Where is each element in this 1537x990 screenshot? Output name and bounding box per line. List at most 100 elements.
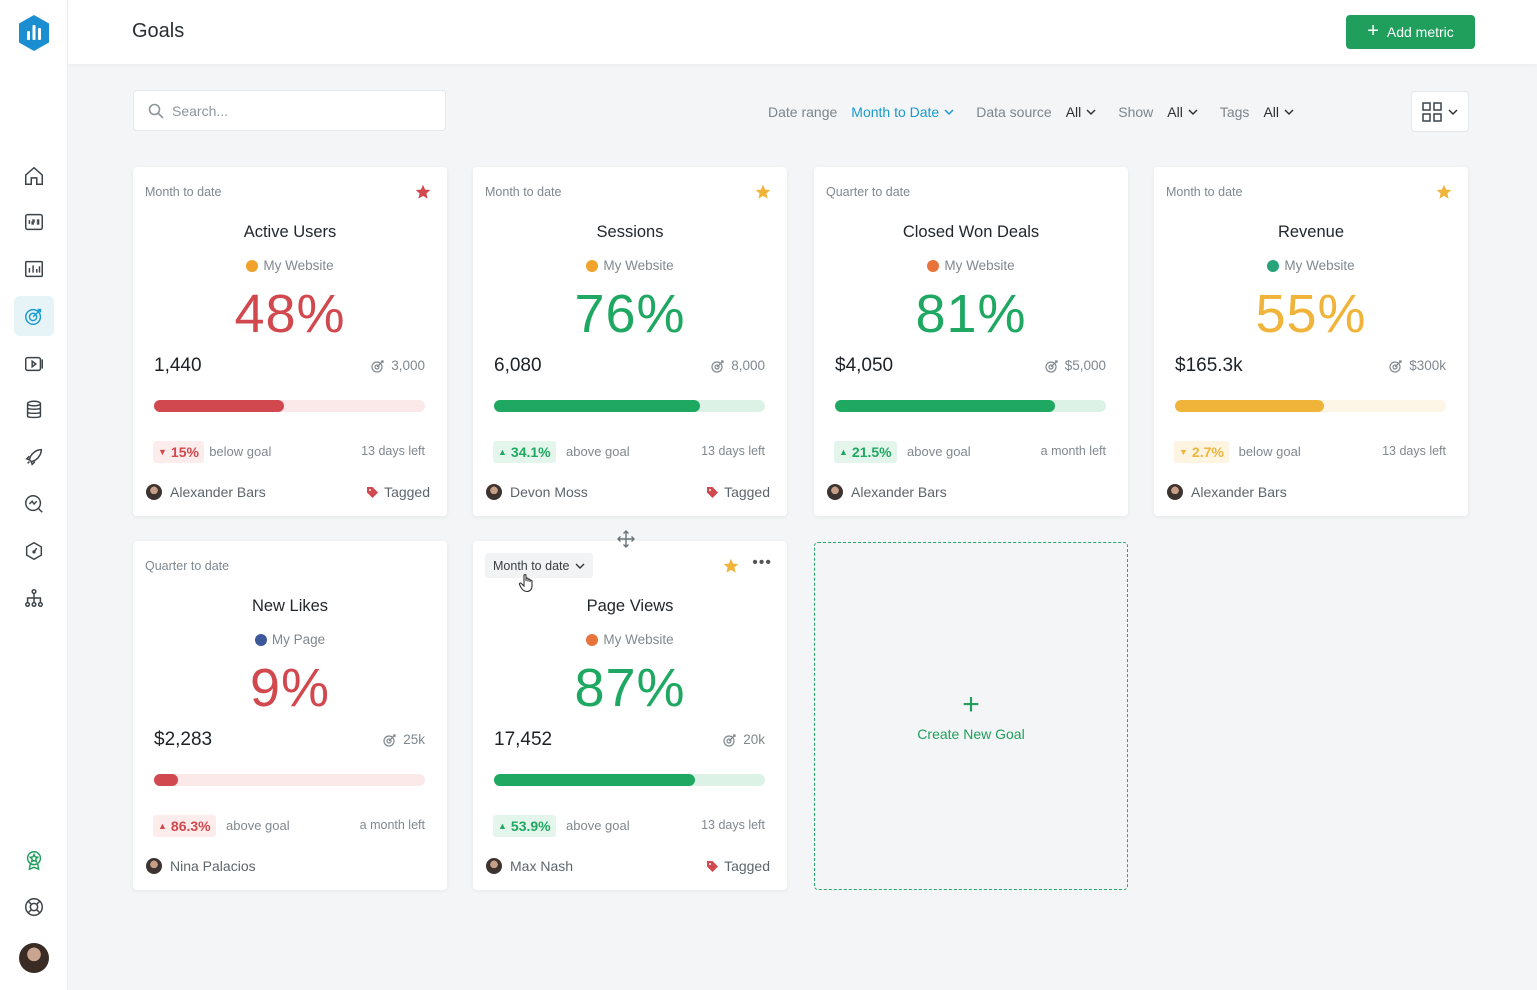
dashboard-icon[interactable] xyxy=(19,254,49,284)
delta-label: above goal xyxy=(907,444,971,459)
card-title: Page Views xyxy=(586,597,674,615)
card-percent: 55% xyxy=(1255,284,1367,344)
chevron-down-icon xyxy=(1284,109,1294,116)
more-options-icon[interactable]: ••• xyxy=(752,554,772,571)
source-icon xyxy=(927,259,940,272)
card-owner[interactable]: Max Nash xyxy=(486,858,573,874)
org-chart-icon[interactable] xyxy=(19,583,49,613)
date-range-value: Month to Date xyxy=(851,104,940,120)
card-target-value: 3,000 xyxy=(391,358,425,373)
goal-card[interactable]: Month to date Sessions My Website 76% 6,080 8… xyxy=(473,167,787,516)
card-owner[interactable]: Alexander Bars xyxy=(827,484,947,500)
card-range: Quarter to date xyxy=(145,559,230,573)
card-source-label: My Website xyxy=(603,258,674,273)
card-source-label: My Website xyxy=(1284,258,1355,273)
goal-card[interactable]: Month to date ••• Page Views My Website 87% 1… xyxy=(473,541,787,890)
search-input[interactable] xyxy=(172,102,432,119)
card-source-label: My Page xyxy=(271,632,326,647)
card-target: 8,000 xyxy=(711,358,765,373)
search-chart-icon[interactable] xyxy=(19,489,49,519)
show-dropdown[interactable]: All xyxy=(1167,104,1198,120)
plus-icon: + xyxy=(1367,20,1379,42)
star-icon[interactable] xyxy=(415,184,431,200)
view-toggle-button[interactable] xyxy=(1411,91,1469,132)
owner-name: Nina Palacios xyxy=(170,858,256,874)
progress-track xyxy=(494,774,765,786)
move-icon[interactable] xyxy=(617,530,635,548)
target-icon xyxy=(371,359,384,373)
gauge-icon[interactable] xyxy=(19,536,49,566)
numbers-icon[interactable] xyxy=(19,207,49,237)
grid-view-icon xyxy=(1422,101,1442,122)
progress-fill xyxy=(494,400,700,412)
delta-label: below goal xyxy=(209,444,272,459)
star-icon[interactable] xyxy=(1436,184,1452,200)
goal-card[interactable]: Month to date Revenue My Website 55% $165.3k… xyxy=(1154,167,1468,516)
home-icon[interactable] xyxy=(19,161,49,191)
card-target-value: 8,000 xyxy=(731,358,765,373)
app-logo-icon[interactable] xyxy=(17,14,51,52)
video-icon[interactable] xyxy=(19,349,49,379)
owner-name: Alexander Bars xyxy=(170,484,266,500)
card-current-value: $4,050 xyxy=(835,355,894,376)
help-icon[interactable] xyxy=(19,892,49,922)
date-range-dropdown[interactable]: Month to Date xyxy=(851,104,954,120)
tagged-label[interactable]: Tagged xyxy=(706,484,770,500)
card-current-value: 1,440 xyxy=(154,355,202,376)
goals-icon[interactable] xyxy=(14,296,54,336)
delta-value: 21.5% xyxy=(851,444,892,460)
card-range: Month to date xyxy=(1166,185,1243,199)
tagged-label[interactable]: Tagged xyxy=(706,858,770,874)
arrow-up-icon: ▲ xyxy=(839,447,848,457)
owner-name: Alexander Bars xyxy=(1191,484,1287,500)
days-left: 13 days left xyxy=(361,444,425,458)
card-source-label: My Website xyxy=(263,258,334,273)
delta-value: 2.7% xyxy=(1191,444,1224,460)
card-target-value: 25k xyxy=(403,732,425,747)
card-owner[interactable]: Alexander Bars xyxy=(146,484,266,500)
data-source-dropdown[interactable]: All xyxy=(1066,104,1097,120)
target-icon xyxy=(1045,359,1058,373)
card-current-value: $2,283 xyxy=(154,729,213,750)
add-metric-button[interactable]: + Add metric xyxy=(1346,15,1475,49)
days-left: a month left xyxy=(1040,444,1106,458)
card-title: Sessions xyxy=(596,223,664,241)
delta-badge: ▲ 53.9% xyxy=(493,815,556,837)
database-icon[interactable] xyxy=(19,395,49,425)
award-icon[interactable] xyxy=(19,845,49,875)
tagged-label[interactable]: Tagged xyxy=(366,484,430,500)
card-owner[interactable]: Alexander Bars xyxy=(1167,484,1287,500)
card-percent: 48% xyxy=(234,284,346,344)
user-avatar[interactable] xyxy=(19,943,49,973)
owner-name: Devon Moss xyxy=(510,484,588,500)
card-owner[interactable]: Devon Moss xyxy=(486,484,588,500)
arrow-down-icon: ▼ xyxy=(158,447,167,457)
card-target: 25k xyxy=(383,732,425,747)
card-target: 3,000 xyxy=(371,358,425,373)
progress-track xyxy=(494,400,765,412)
card-target: $300k xyxy=(1389,358,1446,373)
create-new-goal-button[interactable]: + Create New Goal xyxy=(814,542,1128,890)
rocket-icon[interactable] xyxy=(19,442,49,472)
star-icon[interactable] xyxy=(723,558,739,574)
arrow-up-icon: ▲ xyxy=(498,447,507,457)
add-metric-label: Add metric xyxy=(1386,24,1454,40)
card-range: Month to date xyxy=(485,185,562,199)
date-range-pill[interactable]: Month to date xyxy=(485,553,594,578)
filter-bar: Date range Month to Date Data source All… xyxy=(768,104,1316,120)
delta-badge: ▲ 86.3% xyxy=(153,815,216,837)
goal-card[interactable]: Quarter to date New Likes My Page 9% $2,283 2… xyxy=(133,541,447,890)
star-icon[interactable] xyxy=(755,184,771,200)
date-range-label: Date range xyxy=(768,104,838,120)
search-icon xyxy=(148,103,164,119)
show-label: Show xyxy=(1118,104,1154,120)
avatar xyxy=(486,858,502,874)
card-target: 20k xyxy=(723,732,765,747)
tags-dropdown[interactable]: All xyxy=(1263,104,1294,120)
goal-card[interactable]: Month to date Active Users My Website 48% 1,… xyxy=(133,167,447,516)
card-owner[interactable]: Nina Palacios xyxy=(146,858,256,874)
avatar xyxy=(827,484,843,500)
chevron-down-icon xyxy=(1086,109,1096,116)
goal-card[interactable]: Quarter to date Closed Won Deals My Websit… xyxy=(814,167,1128,516)
tag-icon xyxy=(707,860,719,872)
